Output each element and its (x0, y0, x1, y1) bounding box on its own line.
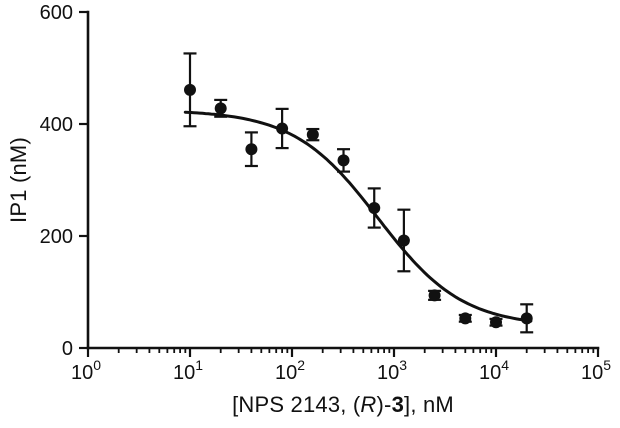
x-label-italic-r: R (360, 392, 377, 417)
y-tick-label: 0 (62, 338, 73, 360)
tick-labels: 100 101 102 103 104 105 0 200 400 600 (40, 2, 612, 384)
data-points (184, 83, 533, 329)
x-axis-label: [NPS 2143, (R)-3], nM (88, 392, 598, 418)
x-label-mid: )- (376, 392, 392, 417)
data-point (337, 154, 350, 167)
data-point (459, 312, 472, 325)
data-point (306, 128, 319, 141)
data-point (397, 234, 410, 247)
x-tick-label: 103 (377, 357, 407, 384)
y-axis-label: IP1 (nM) (6, 137, 31, 223)
data-point (214, 102, 227, 115)
x-label-post: ], nM (404, 392, 454, 417)
fit-curve (183, 110, 533, 323)
data-point (276, 122, 289, 135)
data-point (368, 202, 381, 214)
x-tick-label: 100 (71, 357, 101, 384)
y-tick-label: 600 (40, 2, 73, 24)
data-point (490, 316, 502, 329)
x-label-bold-3: 3 (391, 392, 405, 417)
data-point (184, 83, 196, 96)
ticks (79, 10, 600, 357)
data-point (520, 312, 533, 325)
x-label-pre: [NPS 2143, ( (232, 392, 361, 417)
data-point (428, 289, 441, 302)
x-tick-label: 105 (581, 357, 611, 384)
y-tick-label: 400 (40, 114, 73, 136)
y-tick-label: 200 (40, 226, 73, 248)
axes (86, 10, 600, 350)
x-tick-label: 102 (275, 357, 305, 384)
x-tick-label: 101 (173, 357, 203, 384)
data-point (245, 143, 258, 156)
x-tick-label: 104 (479, 357, 509, 384)
